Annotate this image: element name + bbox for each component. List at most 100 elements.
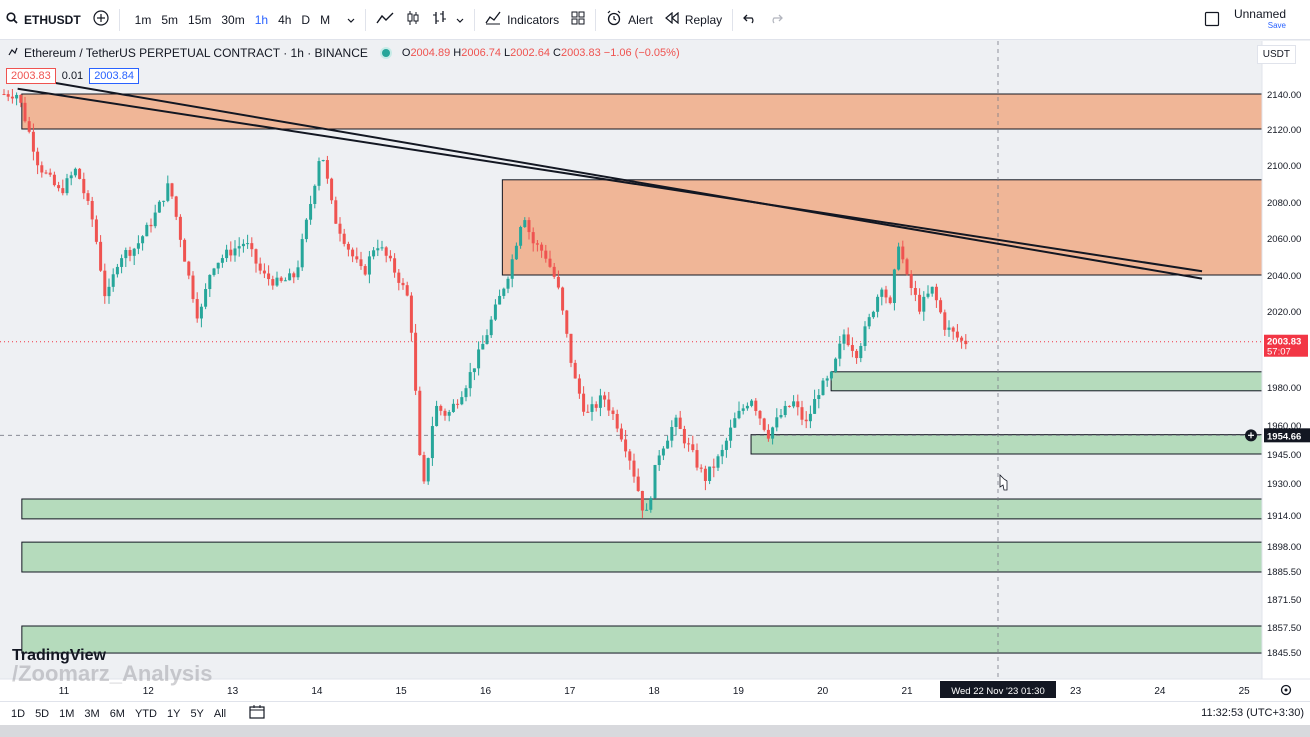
candle[interactable] [926, 285, 930, 299]
candle[interactable] [569, 333, 573, 368]
candle[interactable] [573, 359, 577, 379]
candle[interactable] [498, 289, 502, 305]
candle[interactable] [338, 217, 342, 242]
candle[interactable] [90, 196, 94, 227]
range-6m[interactable]: 6M [109, 707, 125, 720]
candle[interactable] [237, 237, 241, 257]
candle[interactable] [57, 181, 61, 192]
candle[interactable] [141, 235, 145, 251]
candle[interactable] [561, 286, 565, 315]
candle[interactable] [733, 412, 737, 429]
candle[interactable] [741, 404, 745, 415]
candle[interactable] [48, 168, 52, 177]
candle[interactable] [489, 316, 493, 338]
candle[interactable] [607, 391, 611, 416]
candle[interactable] [829, 370, 833, 381]
candle[interactable] [183, 238, 187, 262]
candle[interactable] [678, 410, 682, 430]
candle[interactable] [15, 92, 19, 106]
candle[interactable] [708, 466, 712, 485]
candle[interactable] [762, 417, 766, 432]
candle[interactable] [850, 337, 854, 358]
candle[interactable] [460, 391, 464, 406]
candle[interactable] [888, 295, 892, 305]
candle[interactable] [271, 275, 275, 290]
candle[interactable] [737, 401, 741, 420]
candle[interactable] [960, 335, 964, 349]
zone-demand-2[interactable] [830, 371, 1263, 392]
price-chart[interactable]: 2140.00 2120.00 2100.00 2080.00 2060.00 2040.… [0, 41, 1310, 701]
candle[interactable] [750, 399, 754, 408]
candle[interactable] [808, 405, 812, 429]
alert-button[interactable]: Alert [600, 0, 659, 40]
range-all[interactable]: All [213, 707, 227, 720]
candle[interactable] [120, 254, 124, 274]
candle[interactable] [943, 309, 947, 336]
candle[interactable] [611, 407, 615, 420]
candle[interactable] [225, 244, 229, 262]
candle[interactable] [187, 260, 191, 280]
candle[interactable] [199, 303, 203, 328]
candle[interactable] [27, 116, 31, 134]
templates-button[interactable] [565, 0, 591, 40]
candle[interactable] [292, 271, 296, 284]
candle[interactable] [779, 409, 783, 419]
candle[interactable] [313, 184, 317, 209]
candle[interactable] [771, 426, 775, 445]
candle[interactable] [325, 155, 329, 184]
candle[interactable] [636, 468, 640, 492]
save-link[interactable]: Save [1267, 21, 1286, 30]
candle[interactable] [136, 235, 140, 255]
candle[interactable] [787, 405, 791, 408]
candle[interactable] [502, 287, 506, 299]
candle[interactable] [246, 234, 250, 249]
candle[interactable] [716, 454, 720, 472]
candle[interactable] [661, 446, 665, 461]
candle[interactable] [939, 297, 943, 314]
candle[interactable] [2, 89, 6, 96]
candle[interactable] [443, 408, 447, 421]
interval-1h[interactable]: 1h [254, 12, 269, 27]
candle[interactable] [897, 242, 901, 271]
candle[interactable] [124, 247, 128, 267]
candle[interactable] [582, 386, 586, 416]
candle[interactable] [519, 225, 523, 249]
candle[interactable] [884, 285, 888, 304]
candle[interactable] [380, 240, 384, 251]
candle[interactable] [212, 267, 216, 277]
candle[interactable] [52, 171, 56, 187]
candle[interactable] [40, 161, 44, 178]
candle[interactable] [905, 257, 909, 276]
candle[interactable] [283, 277, 287, 282]
candle[interactable] [279, 276, 283, 283]
candle[interactable] [603, 391, 607, 408]
range-3m[interactable]: 3M [84, 707, 100, 720]
candle[interactable] [674, 414, 678, 436]
candle[interactable] [468, 362, 472, 397]
candle[interactable] [691, 435, 695, 453]
candle[interactable] [195, 292, 199, 323]
candle[interactable] [703, 465, 707, 491]
candle[interactable] [115, 263, 119, 278]
candle[interactable] [191, 271, 195, 303]
candle[interactable] [376, 239, 380, 257]
range-ytd[interactable]: YTD [134, 707, 157, 720]
candle[interactable] [19, 94, 23, 108]
candle-chart-type-button[interactable] [400, 0, 426, 40]
candle[interactable] [842, 329, 846, 351]
candle[interactable] [754, 398, 758, 416]
range-1y[interactable]: 1Y [166, 707, 181, 720]
candle[interactable] [78, 167, 82, 180]
candle[interactable] [594, 401, 598, 412]
candle[interactable] [258, 257, 262, 275]
candle[interactable] [930, 286, 934, 297]
candle[interactable] [493, 299, 497, 321]
candle[interactable] [535, 239, 539, 252]
candle[interactable] [250, 237, 254, 257]
range-1d[interactable]: 1D [11, 707, 26, 720]
candle[interactable] [128, 246, 132, 262]
candle[interactable] [359, 251, 363, 270]
settings-gear-icon[interactable] [1280, 684, 1292, 696]
candle[interactable] [82, 172, 86, 200]
symbol-search[interactable]: ETHUSDT [0, 0, 87, 40]
